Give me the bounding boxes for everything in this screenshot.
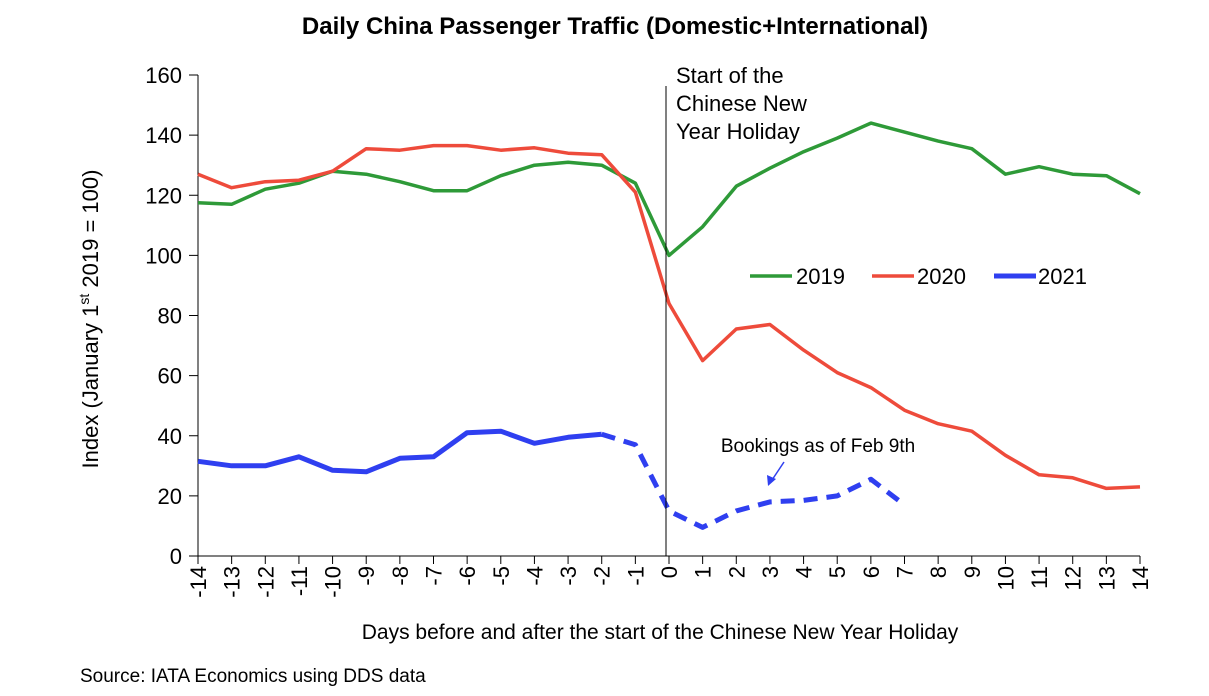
x-tick-label: -9 — [354, 566, 379, 586]
x-tick-label: -11 — [287, 566, 312, 596]
source-note: Source: IATA Economics using DDS data — [80, 666, 426, 687]
x-tick-label: 4 — [792, 566, 817, 578]
holiday-label-line-2: Chinese New — [676, 91, 807, 116]
x-tick-label: 8 — [926, 566, 951, 578]
x-tick-label: -7 — [422, 566, 447, 586]
series-line-2020 — [197, 143, 1141, 491]
x-tick-label: -6 — [455, 566, 480, 586]
legend: 2019 2020 2021 — [750, 264, 1087, 289]
x-tick-label: 3 — [758, 566, 783, 578]
legend-label-2021: 2021 — [1038, 264, 1087, 289]
x-tick-label: 12 — [1061, 566, 1086, 590]
y-tick-label: 120 — [145, 183, 182, 208]
bookings-annotation: Bookings as of Feb 9th — [721, 436, 915, 457]
y-axis-label: Index (January 1st 2019 = 100) — [76, 170, 103, 469]
legend-label-2020: 2020 — [917, 264, 966, 289]
series-line-2021-bookings — [600, 431, 907, 530]
x-tick-label: 11 — [1027, 566, 1052, 589]
chart-title: Daily China Passenger Traffic (Domestic+… — [302, 13, 928, 40]
y-tick-label: 140 — [145, 123, 182, 148]
y-tick-label: 100 — [145, 243, 182, 268]
x-tick-label: 6 — [859, 566, 884, 578]
x-tick-label: -3 — [556, 566, 581, 586]
x-tick-label: -2 — [590, 566, 615, 586]
x-axis-label: Days before and after the start of the C… — [362, 621, 959, 644]
x-tick-label: -8 — [388, 566, 413, 586]
holiday-label-line-3: Year Holiday — [676, 119, 800, 144]
y-tick-label: 80 — [158, 304, 182, 329]
x-tick-label: 10 — [993, 566, 1018, 590]
x-tick-label: 1 — [691, 566, 716, 578]
x-tick-label: 0 — [657, 566, 682, 578]
holiday-label-line-1: Start of the — [676, 63, 784, 88]
y-tick-label: 60 — [158, 364, 182, 389]
x-tick-label: -10 — [321, 566, 346, 598]
y-tick-label: 20 — [158, 484, 182, 509]
x-tick-label: -4 — [522, 566, 547, 586]
legend-label-2019: 2019 — [796, 264, 845, 289]
x-tick-label: -12 — [253, 566, 278, 598]
x-tick-label: -5 — [489, 566, 514, 586]
x-tick-label: 5 — [825, 566, 850, 578]
series-line-2019 — [197, 121, 1141, 258]
x-tick-label: 14 — [1128, 566, 1153, 590]
y-tick-label: 0 — [170, 544, 182, 569]
bookings-arrow-head — [767, 475, 776, 486]
x-tick-label: -13 — [220, 566, 245, 598]
y-tick-label: 40 — [158, 424, 182, 449]
holiday-start-label: Start of the Chinese New Year Holiday — [676, 63, 813, 144]
x-tick-label: 13 — [1094, 566, 1119, 590]
y-tick-label: 160 — [145, 63, 182, 88]
x-tick-label: 9 — [960, 566, 985, 578]
x-tick-label: 7 — [893, 566, 918, 578]
series-line-2021 — [197, 428, 602, 475]
x-tick-label: 2 — [724, 566, 749, 578]
x-tick-label: -1 — [623, 566, 648, 586]
x-tick-label: -14 — [186, 566, 211, 598]
